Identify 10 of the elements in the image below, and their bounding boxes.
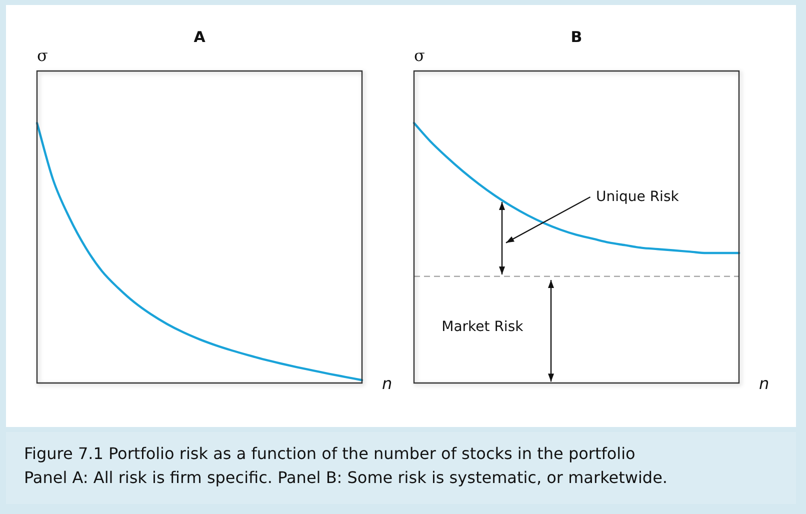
annotation: Unique Risk [596,189,679,206]
x-axis-title: n [382,374,392,393]
y-axis-title: σ [37,46,48,65]
chart-title: A [194,28,206,46]
chart-title: B [570,28,582,46]
x-axis-title: n [759,374,770,393]
y-axis-title: σ [414,46,425,65]
annotation: Market Risk [442,318,524,335]
caption: Figure 7.1 Portfolio risk as a function of the number of stocks in the portfolio [24,443,636,465]
text: Panel A: All risk is firm specific. Panel B: Some risk is systematic, or marketwide. [24,467,668,489]
